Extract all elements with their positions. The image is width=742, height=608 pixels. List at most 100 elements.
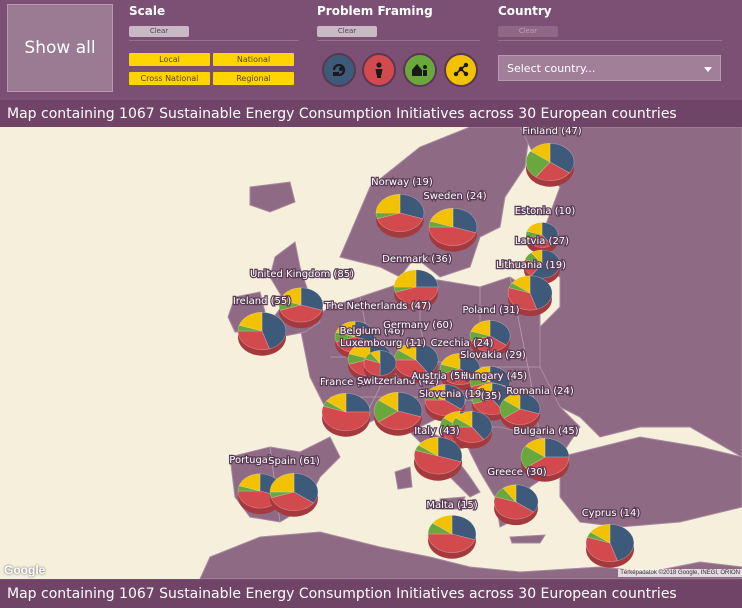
- pie-slice: [300, 287, 324, 311]
- framing-clear-button[interactable]: Clear: [317, 26, 377, 37]
- country-marker[interactable]: Norway (19): [370, 176, 434, 238]
- pie-slice: [237, 485, 261, 492]
- country-label: Slovenia (19): [419, 389, 485, 400]
- pie-slice: [293, 472, 319, 504]
- country-label: Norway (19): [371, 177, 433, 188]
- pie-slice: [499, 399, 521, 419]
- country-marker[interactable]: Ireland (55): [232, 295, 292, 356]
- country-label: Estonia (10): [515, 206, 576, 217]
- country-marker[interactable]: Romania (24): [499, 385, 575, 431]
- map-summary-banner: Map containing 1067 Sustainable Energy C…: [0, 100, 742, 128]
- pie-slice: [415, 342, 439, 375]
- country-marker[interactable]: Italy (43): [413, 425, 463, 481]
- country-marker[interactable]: Switzerland (42): [356, 375, 440, 436]
- country-marker[interactable]: The Netherlands (47): [323, 300, 433, 359]
- pie-slice: [444, 384, 466, 410]
- country-label: Germany (60): [383, 320, 453, 331]
- pie-slice: [489, 366, 511, 388]
- chevron-down-icon: [704, 67, 712, 72]
- country-marker[interactable]: (35): [451, 390, 503, 449]
- country-label: Romania (24): [506, 386, 574, 397]
- country-label: Sweden (24): [423, 191, 486, 202]
- country-marker[interactable]: Finland (47): [521, 127, 583, 187]
- scale-clear-button[interactable]: Clear: [129, 26, 189, 37]
- country-section: Country Clear: [498, 4, 558, 37]
- country-label: United Kingdom (85): [250, 269, 354, 280]
- country-marker[interactable]: Denmark (36): [381, 253, 453, 311]
- pie-slice: [414, 449, 462, 475]
- map-summary-footer: Map containing 1067 Sustainable Energy C…: [0, 580, 742, 608]
- pie-slice: [326, 392, 347, 413]
- country-label: Switzerland (42): [357, 376, 439, 387]
- country-marker[interactable]: United Kingdom (85): [249, 268, 355, 329]
- country-label: Bulgaria (45): [513, 426, 578, 437]
- pie-slice: [489, 320, 511, 346]
- pie-slice: [471, 411, 493, 440]
- scale-local-button[interactable]: Local: [129, 53, 210, 66]
- map-view[interactable]: Finland (47) Norway (19) Sweden (24) Estoni…: [0, 127, 742, 579]
- country-select[interactable]: Select country...: [498, 55, 721, 81]
- pie-slice: [525, 230, 543, 240]
- country-marker[interactable]: Hungary (45): [460, 370, 529, 421]
- pie-slice: [590, 523, 611, 544]
- pie-slice: [424, 399, 462, 416]
- pie-slice: [394, 286, 439, 305]
- pie-slice: [451, 514, 477, 541]
- country-marker[interactable]: Cyprus (14): [580, 507, 642, 568]
- country-label: Belgium (46): [340, 326, 405, 337]
- scale-cross-national-button[interactable]: Cross National: [129, 72, 210, 85]
- country-marker[interactable]: Estonia (10): [513, 205, 577, 254]
- pie-slice: [585, 536, 618, 562]
- show-all-button[interactable]: Show all: [7, 4, 113, 92]
- pie-slice: [279, 304, 323, 323]
- framing-community-button[interactable]: [403, 53, 437, 87]
- pie-slice: [399, 193, 425, 220]
- scale-national-button[interactable]: National: [213, 53, 294, 66]
- pie-slice: [451, 426, 485, 443]
- framing-individual-button[interactable]: [362, 53, 396, 87]
- pie-slice: [440, 353, 461, 370]
- country-marker[interactable]: Malta (15): [425, 499, 479, 559]
- pie-slice: [321, 405, 371, 432]
- country-label: Lithuania (19): [496, 260, 566, 271]
- pie-slice: [455, 411, 473, 428]
- pie-slice: [354, 321, 376, 343]
- scale-title: Scale: [129, 4, 166, 18]
- pie-slice: [373, 399, 399, 423]
- pie-slice: [503, 408, 540, 425]
- pie-slice: [452, 207, 478, 234]
- pie-slice: [415, 269, 439, 288]
- country-select-value: Select country...: [507, 62, 596, 75]
- initiative-pie-markers[interactable]: Finland (47) Norway (19) Sweden (24) Estoni…: [0, 127, 742, 579]
- framing-network-button[interactable]: [444, 53, 478, 87]
- framing-divider: [317, 40, 480, 41]
- pie-slice: [345, 392, 371, 413]
- country-label: Latvia (27): [515, 236, 569, 247]
- scale-regional-button[interactable]: Regional: [213, 72, 294, 85]
- country-label: France (5: [320, 377, 367, 388]
- country-label: Finland (47): [522, 127, 582, 137]
- country-marker[interactable]: Czechia (24): [429, 337, 495, 391]
- pie-slice: [427, 533, 476, 553]
- country-marker[interactable]: Lithuania (19): [495, 259, 567, 317]
- country-marker[interactable]: Austria (54): [410, 370, 472, 422]
- country-marker[interactable]: France (5: [319, 376, 371, 437]
- country-marker[interactable]: Latvia (27): [514, 235, 570, 285]
- country-marker[interactable]: Luxembourg (11): [339, 337, 427, 382]
- country-label: Austria (54): [411, 371, 470, 382]
- country-marker[interactable]: Spain (61): [267, 455, 321, 517]
- framing-energy-button[interactable]: [322, 53, 356, 87]
- pie-slice: [470, 335, 507, 352]
- pie-slice: [322, 400, 347, 413]
- country-clear-button[interactable]: Clear: [498, 26, 558, 37]
- pie-slice: [428, 220, 454, 228]
- pie-slice: [364, 352, 381, 364]
- country-marker[interactable]: Greece (30): [486, 466, 548, 526]
- pie-slice: [519, 393, 541, 415]
- country-marker[interactable]: Bulgaria (45): [512, 425, 580, 482]
- country-marker[interactable]: Poland (31): [461, 304, 521, 358]
- pie-slice: [494, 487, 517, 503]
- filter-header: Show all Scale Clear Local National Cros…: [0, 0, 742, 100]
- country-marker[interactable]: Sweden (24): [422, 190, 488, 252]
- pie-slice: [379, 350, 397, 376]
